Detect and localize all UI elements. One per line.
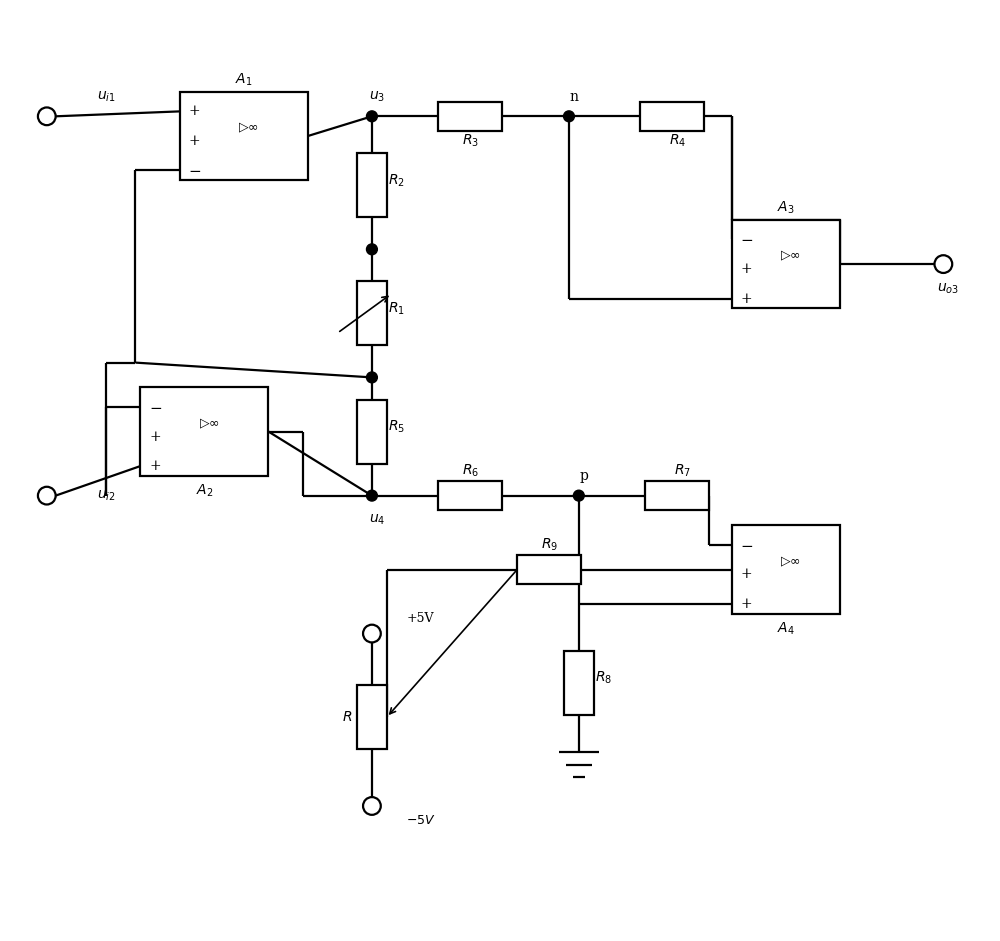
Text: +: + — [740, 567, 752, 582]
Text: $-$: $-$ — [740, 538, 753, 551]
Text: $R_4$: $R_4$ — [669, 133, 686, 149]
Bar — [357, 685, 387, 749]
Text: $R$: $R$ — [342, 710, 352, 725]
Text: +: + — [740, 262, 752, 276]
Bar — [438, 481, 502, 510]
Bar — [564, 651, 594, 715]
Circle shape — [38, 486, 56, 504]
Text: $u_{i2}$: $u_{i2}$ — [97, 488, 115, 502]
Bar — [645, 481, 709, 510]
Text: +5V: +5V — [406, 613, 434, 625]
Bar — [640, 102, 704, 131]
Text: $R_8$: $R_8$ — [595, 670, 612, 686]
Text: $A_1$: $A_1$ — [235, 72, 253, 88]
Text: $-$: $-$ — [740, 232, 753, 247]
Text: $\triangleright\infty$: $\triangleright\infty$ — [780, 249, 801, 263]
Text: $R_7$: $R_7$ — [674, 463, 691, 479]
Bar — [180, 91, 308, 181]
Circle shape — [363, 625, 381, 643]
Circle shape — [366, 244, 377, 255]
Text: $R_5$: $R_5$ — [388, 419, 405, 435]
Circle shape — [366, 372, 377, 383]
Text: +: + — [189, 134, 200, 148]
Text: $R_3$: $R_3$ — [462, 133, 479, 149]
Text: $\triangleright\infty$: $\triangleright\infty$ — [199, 417, 220, 431]
Bar — [732, 220, 840, 309]
Text: $\triangleright\infty$: $\triangleright\infty$ — [238, 121, 259, 136]
Text: $R_6$: $R_6$ — [462, 463, 479, 479]
Text: $A_2$: $A_2$ — [196, 483, 213, 499]
Text: +: + — [149, 459, 161, 473]
Text: $u_3$: $u_3$ — [369, 89, 385, 104]
Text: $-5V$: $-5V$ — [406, 814, 436, 827]
Text: +: + — [740, 292, 752, 306]
Bar — [517, 555, 581, 584]
Circle shape — [573, 490, 584, 501]
Text: $-$: $-$ — [188, 164, 201, 178]
Text: +: + — [740, 597, 752, 611]
Circle shape — [564, 111, 574, 121]
Text: +: + — [189, 104, 200, 119]
Bar — [357, 281, 387, 345]
Circle shape — [363, 797, 381, 815]
Text: $\triangleright\infty$: $\triangleright\infty$ — [780, 554, 801, 568]
Text: $u_4$: $u_4$ — [369, 513, 385, 528]
Text: +: + — [149, 429, 161, 443]
Bar — [438, 102, 502, 131]
Text: $R_1$: $R_1$ — [388, 300, 405, 316]
Bar — [140, 388, 268, 476]
Circle shape — [366, 490, 377, 501]
Text: $u_{i1}$: $u_{i1}$ — [97, 89, 115, 104]
Text: $-$: $-$ — [149, 400, 162, 414]
Text: $R_2$: $R_2$ — [388, 172, 405, 188]
Text: $A_3$: $A_3$ — [777, 199, 795, 216]
Circle shape — [934, 255, 952, 273]
Text: p: p — [579, 469, 588, 483]
Bar — [732, 525, 840, 614]
Bar — [357, 400, 387, 464]
Text: $u_{o3}$: $u_{o3}$ — [937, 281, 959, 295]
Text: n: n — [569, 89, 578, 104]
Text: $R_9$: $R_9$ — [541, 536, 558, 553]
Bar — [357, 153, 387, 217]
Circle shape — [366, 111, 377, 121]
Text: $A_4$: $A_4$ — [777, 620, 795, 637]
Circle shape — [38, 107, 56, 125]
